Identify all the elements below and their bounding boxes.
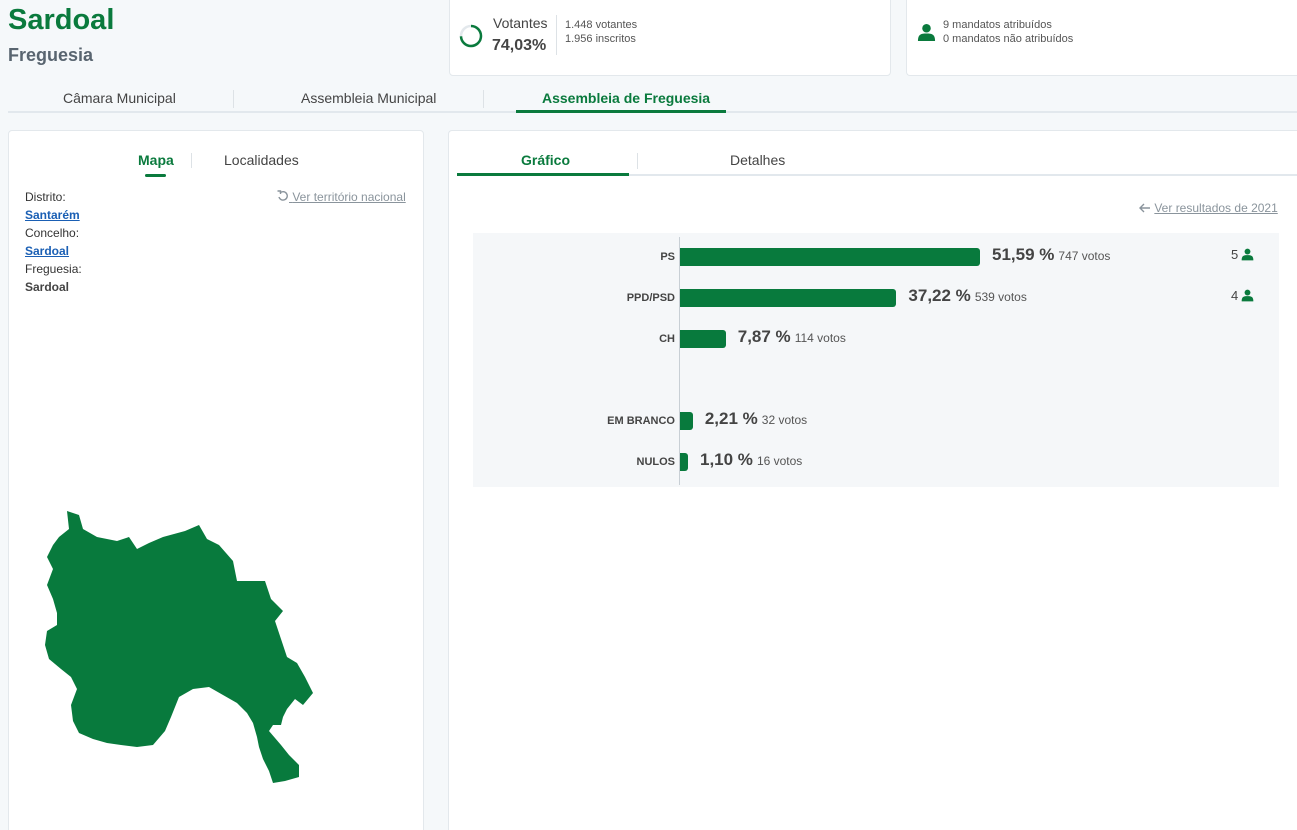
chart-row: CH 7,87 % 114 votos — [473, 327, 1279, 351]
tab-divider — [637, 153, 638, 169]
arrow-left-icon — [1139, 203, 1150, 213]
distrito-link[interactable]: Santarém — [25, 208, 80, 222]
votes-label: 114 votos — [794, 331, 846, 345]
voters-count: 1.448 votantes — [565, 19, 638, 31]
results-chart: PS 51,59 % 747 votos 5 PPD/PSD 37,22 % 539 vot… — [473, 233, 1279, 487]
party-label: EM BRANCO — [607, 415, 675, 427]
party-label: NULOS — [636, 456, 676, 468]
result-values: 7,87 % 114 votos — [738, 327, 846, 347]
result-bar[interactable] — [680, 412, 693, 430]
chart-axis — [679, 237, 680, 485]
percent-label: 51,59 % — [992, 245, 1055, 264]
party-label: PS — [660, 251, 675, 263]
previous-results-link[interactable]: Ver resultados de 2021 — [1139, 201, 1278, 215]
votes-label: 539 votos — [974, 290, 1027, 304]
active-tab-underline — [145, 174, 166, 177]
chart-row: PPD/PSD 37,22 % 539 votos 4 — [473, 286, 1279, 310]
tab-localidades[interactable]: Localidades — [224, 152, 299, 168]
chart-row: EM BRANCO 2,21 % 32 votos — [473, 409, 1279, 433]
tab-divider — [483, 90, 484, 108]
tab-grafico[interactable]: Gráfico — [521, 152, 571, 168]
mandates-unassigned: 0 mandatos não atribuídos — [943, 33, 1074, 45]
seats-count: 4 — [1231, 288, 1254, 303]
result-values: 37,22 % 539 votos — [908, 286, 1026, 306]
turnout-divider — [556, 15, 557, 55]
percent-label: 2,21 % — [704, 409, 758, 428]
tab-assembleia-freguesia[interactable]: Assembleia de Freguesia — [542, 90, 711, 106]
votes-label: 747 votos — [1058, 249, 1111, 263]
freguesia-label: Freguesia: — [25, 262, 82, 276]
tab-detalhes[interactable]: Detalhes — [730, 152, 786, 168]
map-panel: Mapa Localidades Distrito: Santarém Conc… — [8, 130, 424, 830]
active-tab-underline — [516, 110, 726, 113]
result-values: 51,59 % 747 votos — [992, 245, 1110, 265]
seats-count: 5 — [1231, 247, 1254, 262]
tab-assembleia-municipal[interactable]: Assembleia Municipal — [301, 90, 437, 106]
turnout-card: Votantes 74,03% 1.448 votantes 1.956 ins… — [449, 0, 891, 76]
result-bar[interactable] — [680, 248, 980, 266]
undo-icon — [277, 190, 288, 201]
person-icon — [1241, 248, 1254, 261]
freguesia-value: Sardoal — [25, 280, 70, 294]
election-tabs: Câmara Municipal Assembleia Municipal As… — [8, 86, 1297, 114]
turnout-ring-icon — [459, 24, 483, 48]
parish-map-shape[interactable] — [45, 511, 313, 783]
mandates-assigned: 9 mandatos atribuídos — [943, 19, 1052, 31]
votes-label: 16 votos — [756, 454, 803, 468]
percent-label: 1,10 % — [700, 450, 753, 469]
national-territory-link[interactable]: Ver território nacional — [277, 190, 406, 204]
person-icon — [917, 23, 936, 42]
national-territory-link-label: Ver território nacional — [292, 190, 406, 204]
chart-row: NULOS 1,10 % 16 votos — [473, 450, 1279, 474]
tab-divider — [233, 90, 234, 108]
chart-row: PS 51,59 % 747 votos 5 — [473, 245, 1279, 269]
person-icon — [1241, 289, 1254, 302]
tab-divider — [191, 153, 192, 168]
tabs-baseline — [457, 174, 1297, 176]
active-tab-underline — [457, 173, 629, 176]
distrito-label: Distrito: — [25, 190, 66, 204]
result-values: 2,21 % 32 votos — [705, 409, 807, 429]
registered-count: 1.956 inscritos — [565, 33, 636, 45]
turnout-percent: 74,03% — [492, 37, 547, 54]
turnout-label: Votantes — [493, 15, 548, 31]
percent-label: 37,22 % — [908, 286, 971, 305]
concelho-label: Concelho: — [25, 226, 80, 240]
result-bar[interactable] — [680, 289, 897, 307]
tab-camara-municipal[interactable]: Câmara Municipal — [63, 90, 176, 106]
previous-results-label: Ver resultados de 2021 — [1154, 201, 1278, 215]
seats-number: 4 — [1231, 288, 1239, 303]
page-subtitle: Freguesia — [8, 45, 94, 65]
parish-map[interactable] — [37, 509, 317, 789]
seats-number: 5 — [1231, 247, 1239, 262]
mandates-card: 9 mandatos atribuídos 0 mandatos não atr… — [906, 0, 1297, 76]
tab-mapa[interactable]: Mapa — [138, 152, 174, 168]
result-bar[interactable] — [680, 330, 726, 348]
result-values: 1,10 % 16 votos — [700, 450, 802, 470]
percent-label: 7,87 % — [737, 327, 791, 346]
party-label: PPD/PSD — [626, 292, 675, 304]
votes-label: 32 votos — [761, 413, 808, 427]
party-label: CH — [659, 333, 675, 345]
concelho-link[interactable]: Sardoal — [25, 244, 70, 258]
results-panel: Gráfico Detalhes Ver resultados de 2021 … — [448, 130, 1297, 830]
result-bar[interactable] — [680, 453, 688, 471]
page-title: Sardoal — [8, 4, 115, 36]
